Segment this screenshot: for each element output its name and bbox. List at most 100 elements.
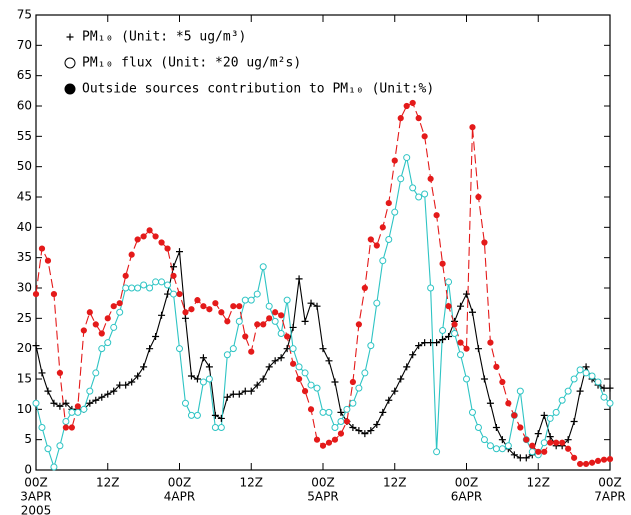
point	[205, 363, 213, 371]
point	[170, 263, 178, 271]
point	[170, 290, 178, 298]
point	[86, 309, 93, 316]
point	[571, 454, 578, 461]
point	[289, 345, 297, 353]
point	[140, 281, 148, 289]
point	[421, 133, 428, 140]
point	[56, 402, 64, 410]
point	[272, 309, 279, 316]
point	[451, 330, 459, 337]
point	[134, 372, 142, 380]
point	[511, 412, 518, 419]
point	[498, 445, 506, 453]
point	[104, 339, 112, 347]
point	[445, 278, 453, 286]
point	[337, 408, 345, 416]
point	[212, 300, 219, 307]
point	[588, 459, 596, 466]
point	[217, 414, 225, 422]
point	[50, 399, 58, 407]
point	[385, 235, 393, 243]
point	[116, 308, 124, 316]
point	[62, 399, 70, 407]
point	[164, 290, 172, 298]
point	[301, 369, 309, 377]
point	[385, 199, 392, 207]
point	[361, 369, 369, 377]
point	[122, 284, 130, 292]
x-tick-label: 00Z	[455, 476, 479, 490]
point	[319, 442, 327, 449]
point	[199, 354, 207, 362]
point	[600, 384, 608, 392]
point	[247, 387, 255, 395]
point	[283, 296, 291, 304]
point	[38, 369, 46, 377]
x-tick-label: 00Z	[24, 476, 48, 490]
point	[349, 424, 357, 432]
point	[373, 242, 380, 249]
point	[98, 345, 106, 353]
point	[92, 396, 100, 404]
point	[271, 317, 279, 325]
x-tick-label: 12Z	[527, 476, 551, 490]
point	[528, 448, 536, 456]
x-date-label: 3APR	[20, 490, 51, 504]
point	[331, 378, 339, 386]
point	[409, 184, 417, 192]
point	[439, 326, 447, 334]
point	[439, 336, 447, 344]
point	[457, 351, 465, 359]
point	[199, 378, 207, 386]
point	[229, 390, 237, 398]
x-date-label: 6APR	[451, 490, 482, 504]
point	[564, 387, 572, 395]
point	[182, 309, 189, 316]
point	[510, 451, 518, 459]
point	[516, 387, 524, 395]
point	[570, 375, 578, 383]
point	[248, 348, 255, 355]
point	[325, 357, 333, 365]
point	[92, 369, 100, 377]
point	[600, 393, 608, 401]
point	[295, 363, 303, 371]
point	[403, 154, 411, 162]
point	[44, 257, 52, 264]
point	[343, 418, 351, 425]
point	[265, 363, 273, 371]
point	[606, 399, 614, 407]
point	[110, 303, 117, 310]
point	[313, 384, 321, 392]
point	[98, 330, 105, 337]
point	[68, 424, 75, 431]
point	[181, 399, 189, 407]
point	[522, 454, 530, 462]
point	[187, 411, 195, 419]
point	[241, 387, 249, 395]
point	[164, 245, 171, 252]
point	[367, 236, 374, 243]
point	[409, 99, 416, 107]
y-tick-label: 70	[17, 38, 32, 52]
point	[110, 323, 118, 331]
point	[38, 424, 46, 432]
point	[122, 272, 129, 279]
point	[140, 363, 148, 371]
y-tick-label: 25	[17, 311, 32, 325]
point	[379, 257, 387, 265]
point	[547, 439, 554, 446]
point	[284, 333, 291, 340]
point	[409, 351, 417, 359]
point	[594, 378, 602, 386]
point	[540, 411, 548, 419]
point	[415, 342, 423, 350]
point	[493, 363, 500, 370]
point	[80, 405, 88, 413]
point	[307, 406, 315, 413]
point	[241, 296, 249, 304]
point	[325, 439, 333, 446]
y-tick-label: 35	[17, 250, 32, 264]
point	[187, 372, 195, 380]
